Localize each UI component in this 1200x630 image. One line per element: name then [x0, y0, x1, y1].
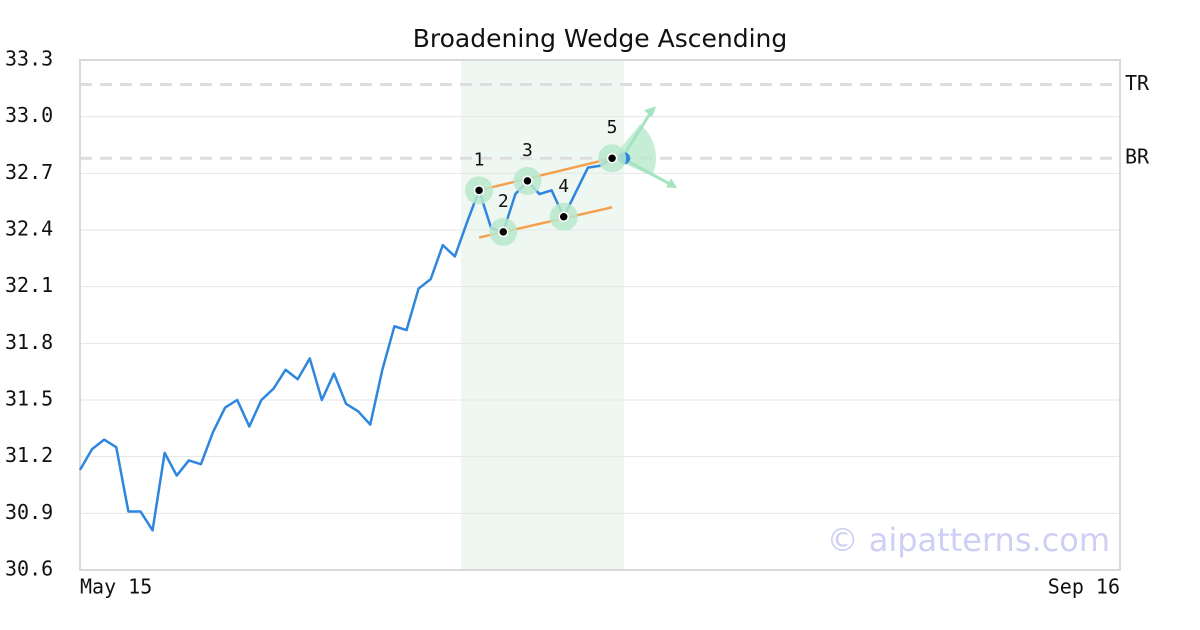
- breakout-arrow: [621, 156, 673, 187]
- y-tick-label: 32.1: [5, 273, 53, 297]
- level-label: BR: [1125, 145, 1150, 169]
- pattern-label: 3: [522, 140, 533, 161]
- arrow-head: [644, 106, 657, 118]
- y-tick-label: 31.5: [5, 387, 53, 411]
- watermark: © aipatterns.com: [827, 521, 1110, 559]
- x-tick-label: May 15: [80, 575, 152, 599]
- highlight-zone: [460, 60, 625, 570]
- pattern-point: [522, 175, 533, 187]
- trendline: [478, 157, 613, 192]
- pattern-point: [606, 152, 618, 164]
- breakout-wedge: [612, 124, 657, 177]
- plot-border: [79, 59, 1121, 571]
- pattern-point: [498, 226, 509, 238]
- y-tick-label: 30.6: [5, 557, 53, 581]
- y-tick-label: 31.8: [5, 330, 53, 354]
- pattern-label: 1: [474, 149, 485, 170]
- x-tick-label: Sep 16: [1048, 575, 1120, 599]
- breakout-arrow: [620, 109, 654, 160]
- pattern-label: 2: [498, 191, 509, 212]
- pattern-label: 5: [607, 117, 618, 138]
- pattern-point: [473, 185, 485, 196]
- y-tick-label: 32.4: [5, 217, 53, 241]
- y-tick-label: 31.2: [5, 443, 53, 467]
- level-label: TR: [1125, 71, 1150, 95]
- pattern-label: 4: [558, 176, 569, 197]
- y-tick-label: 33.0: [5, 103, 53, 127]
- pattern-point: [558, 211, 569, 223]
- y-tick-label: 30.9: [5, 500, 53, 524]
- y-tick-label: 32.7: [5, 160, 53, 184]
- arrow-head: [666, 178, 678, 189]
- y-tick-label: 33.3: [5, 47, 53, 71]
- chart-title: Broadening Wedge Ascending: [413, 24, 788, 53]
